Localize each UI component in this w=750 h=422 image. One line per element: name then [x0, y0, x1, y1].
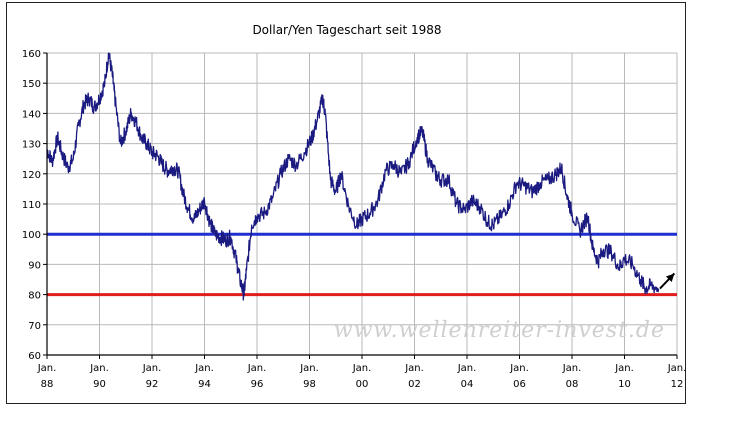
arrow-head-icon	[665, 273, 675, 283]
x-tick-label-bottom: 10	[618, 379, 631, 390]
x-tick-label-bottom: 02	[408, 379, 421, 390]
chart-title: Dollar/Yen Tageschart seit 1988	[252, 23, 441, 37]
y-tick-label: 80	[28, 291, 41, 302]
y-axis-ticks: 60 70 80 90 100 110 120 130 140 150 160	[22, 49, 47, 362]
y-tick-label: 110	[22, 200, 41, 211]
x-tick-label-bottom: 96	[251, 379, 264, 390]
reference-lines	[47, 232, 677, 297]
x-tick-label-top: Jan.	[667, 363, 687, 374]
x-tick-label-bottom: 06	[513, 379, 526, 390]
x-tick-label-top: Jan.	[194, 363, 214, 374]
line-chart: Dollar/Yen Tageschart seit 1988 www.well…	[22, 23, 687, 390]
x-tick-label-top: Jan.	[509, 363, 529, 374]
x-tick-label-bottom: 88	[41, 379, 54, 390]
series-group	[46, 52, 660, 301]
x-tick-label-bottom: 00	[356, 379, 369, 390]
x-tick-label-bottom: 90	[93, 379, 106, 390]
trend-arrow	[659, 272, 676, 290]
x-tick-label-top: Jan.	[247, 363, 267, 374]
y-tick-label: 150	[22, 79, 41, 90]
x-axis-ticks: Jan. 88 Jan. 90 Jan. 92 Jan. 94 Jan. 96 Jan. 98 Jan.…	[37, 355, 687, 390]
x-tick-label-bottom: 04	[461, 379, 474, 390]
x-tick-label-top: Jan.	[457, 363, 477, 374]
chart-frame: Dollar/Yen Tageschart seit 1988 www.well…	[6, 2, 686, 404]
x-tick-label-top: Jan.	[562, 363, 582, 374]
x-tick-label-top: Jan.	[614, 363, 634, 374]
watermark-text: www.wellenreiter-invest.de	[334, 318, 665, 343]
x-tick-label-bottom: 08	[566, 379, 579, 390]
x-tick-label-bottom: 92	[146, 379, 159, 390]
y-tick-label: 60	[28, 351, 41, 362]
x-tick-label-top: Jan.	[299, 363, 319, 374]
y-tick-label: 70	[28, 321, 41, 332]
y-tick-label: 140	[22, 109, 41, 120]
y-tick-label: 160	[22, 49, 41, 60]
y-tick-label: 120	[22, 170, 41, 181]
y-tick-label: 100	[22, 230, 41, 241]
x-tick-label-top: Jan.	[404, 363, 424, 374]
x-tick-label-top: Jan.	[37, 363, 57, 374]
y-tick-label: 90	[28, 260, 41, 271]
y-tick-label: 130	[22, 140, 41, 151]
x-tick-label-bottom: 94	[198, 379, 211, 390]
x-tick-label-top: Jan.	[352, 363, 372, 374]
x-tick-label-bottom: 12	[671, 379, 684, 390]
x-tick-label-top: Jan.	[89, 363, 109, 374]
x-tick-label-top: Jan.	[142, 363, 162, 374]
series-line	[46, 52, 660, 301]
x-tick-label-bottom: 98	[303, 379, 316, 390]
